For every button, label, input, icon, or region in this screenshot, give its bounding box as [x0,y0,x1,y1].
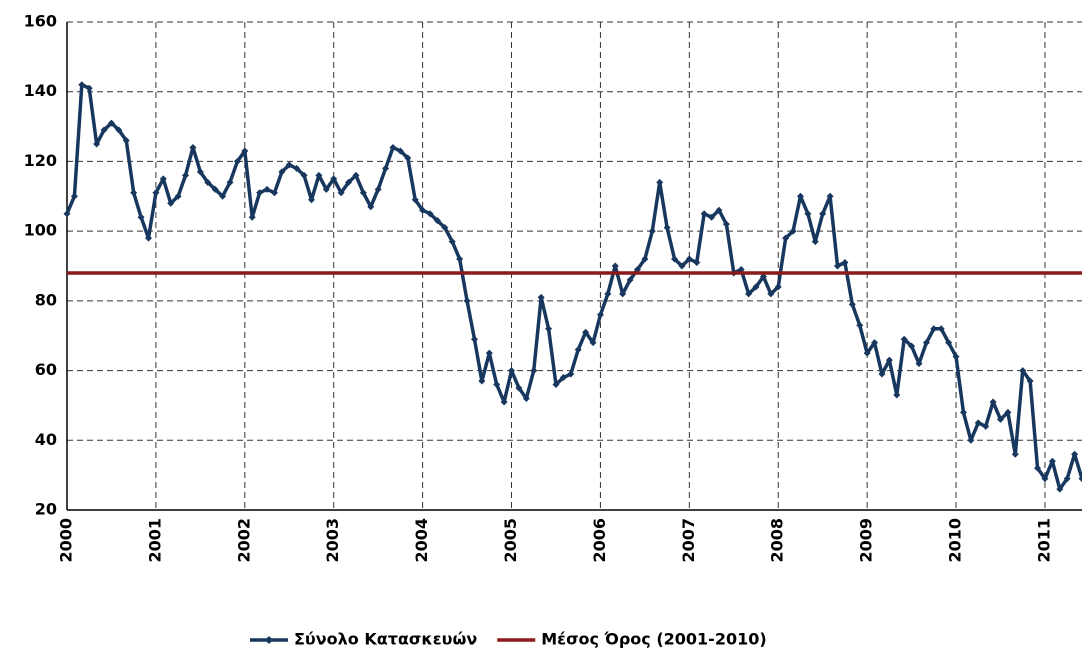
point [464,297,471,304]
y-tick-label: 120 [24,151,57,170]
x-tick-label: 2004 [412,518,431,563]
x-tick-label: 2011 [1034,518,1053,563]
legend-label: Σύνολο Κατασκευών [294,630,477,649]
x-tick-label: 2006 [590,518,609,563]
x-tick-label: 2009 [857,518,876,563]
x-tick-label: 2000 [57,518,76,563]
point [1012,451,1019,458]
point [471,336,478,343]
point [538,294,545,301]
x-tick-label: 2002 [234,518,253,563]
x-tick-label: 2010 [946,518,965,563]
y-tick-label: 60 [35,360,57,379]
y-tick-label: 20 [35,500,57,519]
y-tick-label: 40 [35,430,57,449]
series-line [67,85,1082,489]
x-tick-label: 2007 [679,518,698,563]
x-tick-label: 2008 [768,518,787,563]
legend-marker [265,636,273,644]
point [893,391,900,398]
x-tick-label: 2005 [501,518,520,563]
x-tick-label: 2003 [323,518,342,563]
legend-label: Μέσος Όρος (2001-2010) [541,630,766,649]
y-tick-label: 140 [24,81,57,100]
y-tick-label: 80 [35,290,57,309]
point [545,325,552,332]
y-tick-label: 160 [24,12,57,31]
x-tick-label: 2001 [145,518,164,563]
point [656,179,663,186]
y-tick-label: 100 [24,221,57,240]
point [664,224,671,231]
